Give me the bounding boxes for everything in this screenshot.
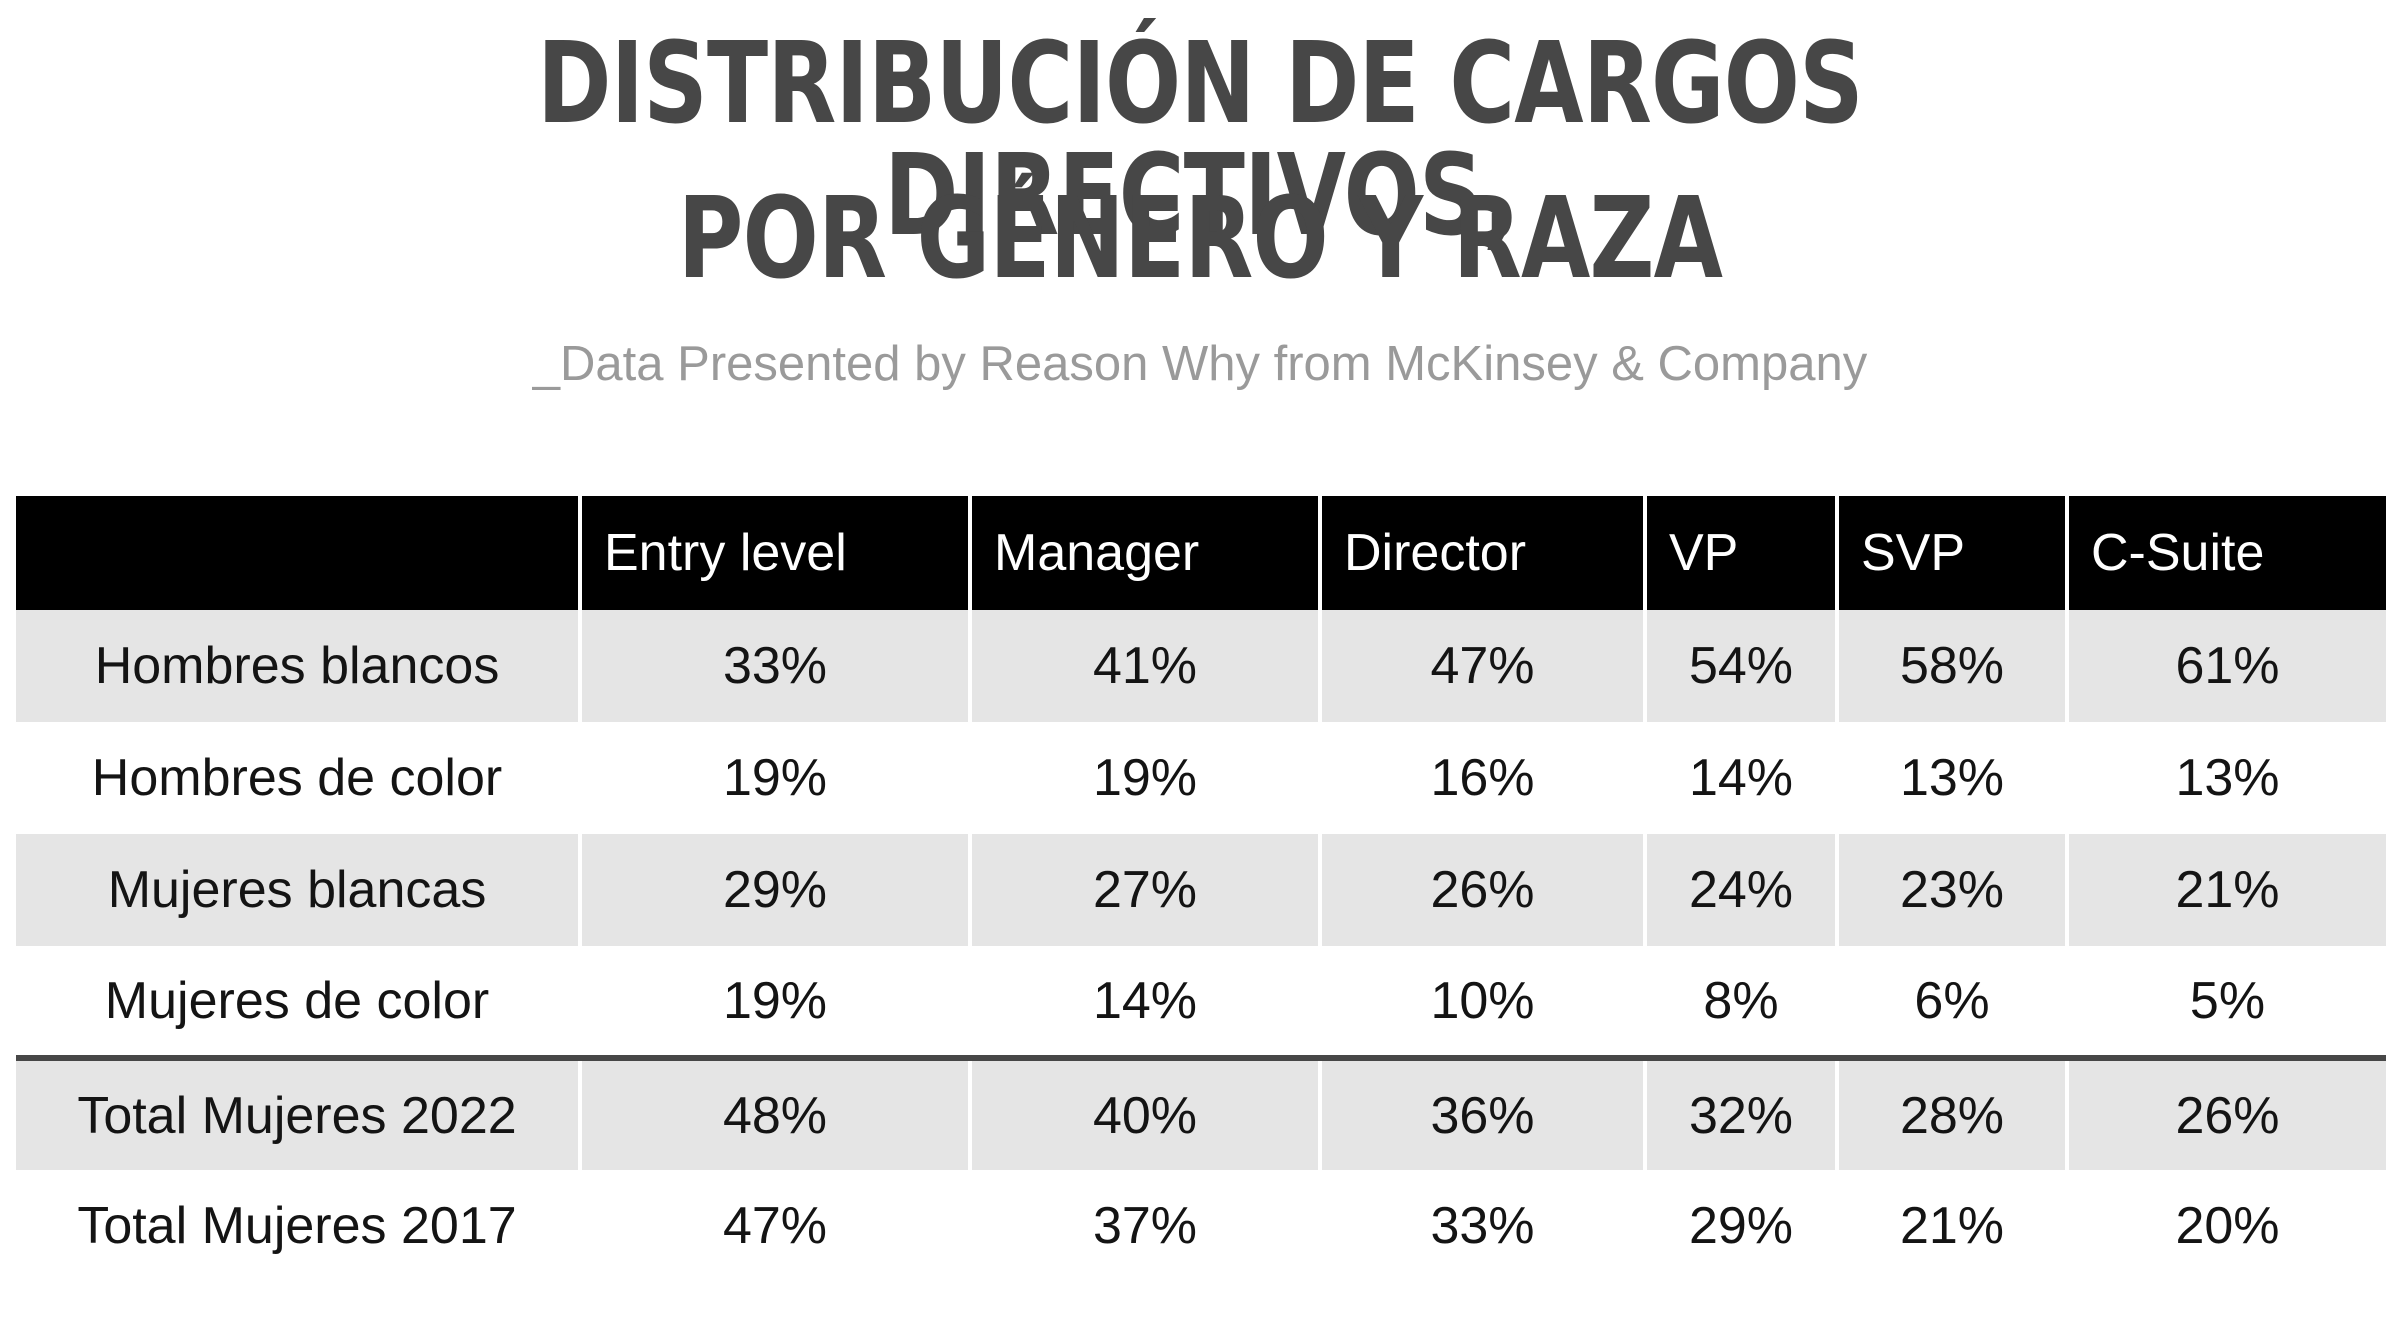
table-cell: 48%	[580, 1055, 972, 1170]
table-row: Hombres blancos 33% 41% 47% 54% 58% 61%	[16, 610, 2386, 722]
table-cell: 28%	[1837, 1055, 2069, 1170]
row-label: Hombres de color	[16, 722, 582, 834]
table-cell: 21%	[1837, 1170, 2069, 1282]
table-cell: 58%	[1837, 610, 2069, 722]
table-cell: 47%	[1320, 610, 1647, 722]
row-label: Total Mujeres 2017	[16, 1170, 582, 1282]
table-cell: 23%	[1837, 834, 2069, 946]
table-cell: 36%	[1320, 1055, 1647, 1170]
column-header: SVP	[1837, 496, 2069, 610]
table-cell: 26%	[1320, 834, 1647, 946]
table-cell: 24%	[1645, 834, 1839, 946]
chart-subtitle: _Data Presented by Reason Why from McKin…	[532, 337, 1868, 391]
table-cell: 19%	[580, 722, 972, 834]
table-cell: 19%	[580, 946, 972, 1058]
table-cell: 13%	[2067, 722, 2386, 834]
table-cell: 61%	[2067, 610, 2386, 722]
table-cell: 19%	[970, 722, 1322, 834]
table-cell: 10%	[1320, 946, 1647, 1058]
table-cell: 32%	[1645, 1055, 1839, 1170]
column-header: Entry level	[580, 496, 972, 610]
table-row-total: Total Mujeres 2017 47% 37% 33% 29% 21% 2…	[16, 1170, 2386, 1282]
row-label: Hombres blancos	[16, 610, 582, 722]
column-header: VP	[1645, 496, 1839, 610]
table-cell: 5%	[2067, 946, 2386, 1058]
table-cell: 14%	[970, 946, 1322, 1058]
table-row: Mujeres de color 19% 14% 10% 8% 6% 5%	[16, 946, 2386, 1058]
table-row: Hombres de color 19% 19% 16% 14% 13% 13%	[16, 722, 2386, 834]
column-header: C-Suite	[2067, 496, 2386, 610]
row-label: Mujeres de color	[16, 946, 582, 1058]
table-cell: 40%	[970, 1055, 1322, 1170]
header-row: Entry level Manager Director VP SVP C-Su…	[16, 496, 2386, 610]
table-cell: 27%	[970, 834, 1322, 946]
table-cell: 13%	[1837, 722, 2069, 834]
table-cell: 47%	[580, 1170, 972, 1282]
distribution-table: Entry level Manager Director VP SVP C-Su…	[16, 496, 2386, 1282]
row-label: Total Mujeres 2022	[16, 1055, 582, 1170]
table-cell: 33%	[1320, 1170, 1647, 1282]
header-corner-cell	[16, 496, 582, 610]
table-cell: 8%	[1645, 946, 1839, 1058]
table-cell: 33%	[580, 610, 972, 722]
column-header: Manager	[970, 496, 1322, 610]
table-cell: 54%	[1645, 610, 1839, 722]
column-header: Director	[1320, 496, 1647, 610]
row-label: Mujeres blancas	[16, 834, 582, 946]
chart-title-line-1: DISTRIBUCIÓN DE CARGOS DIRECTIVOS,	[537, 19, 1863, 261]
table-cell: 21%	[2067, 834, 2386, 946]
table-cell: 26%	[2067, 1055, 2386, 1170]
table-cell: 16%	[1320, 722, 1647, 834]
table-cell: 37%	[970, 1170, 1322, 1282]
table-cell: 20%	[2067, 1170, 2386, 1282]
table-cell: 29%	[1645, 1170, 1839, 1282]
table-cell: 6%	[1837, 946, 2069, 1058]
table-cell: 14%	[1645, 722, 1839, 834]
table-cell: 41%	[970, 610, 1322, 722]
table-row-total: Total Mujeres 2022 48% 40% 36% 32% 28% 2…	[16, 1055, 2386, 1170]
chart-title-line-2: POR GÉNERO Y RAZA	[677, 174, 1723, 304]
table-cell: 29%	[580, 834, 972, 946]
table-row: Mujeres blancas 29% 27% 26% 24% 23% 21%	[16, 834, 2386, 946]
